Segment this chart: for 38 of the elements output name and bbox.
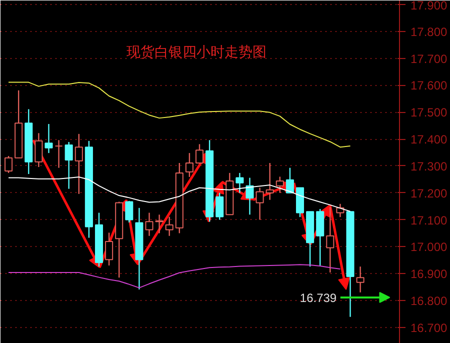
y-tick-label: 17.700 (410, 52, 448, 66)
y-tick-label: 17.600 (410, 78, 448, 93)
candlestick (336, 203, 344, 218)
y-tick-label: 16.900 (410, 267, 448, 282)
y-tick-label: 17.400 (410, 132, 448, 147)
y-tick-label: 17.800 (410, 24, 448, 39)
candlestick (165, 216, 174, 236)
text: 现货白银四小时走势图 (126, 44, 266, 60)
candlestick (266, 162, 274, 200)
candlestick (34, 132, 43, 168)
line-series (8, 82, 351, 148)
y-tick-label: 16.800 (410, 294, 448, 308)
candlestick (105, 232, 114, 266)
candlestick (64, 141, 73, 190)
candlestick (246, 177, 254, 216)
candlestick (74, 133, 83, 195)
candlestick (44, 123, 53, 154)
candlestick (236, 172, 244, 194)
candlestick (326, 206, 334, 274)
y-tick-label: 17.200 (410, 186, 448, 200)
candlestick (276, 176, 284, 194)
candlestick (145, 212, 154, 236)
y-tick-label: 17.300 (410, 159, 448, 174)
candlestick (286, 167, 294, 194)
y-tick-label: 17.000 (410, 240, 448, 254)
candlestick (195, 144, 204, 164)
candlestick (125, 200, 134, 224)
candlestick (185, 152, 194, 178)
y-tick-label: 17.500 (410, 106, 448, 120)
annotation: 16.739 (300, 290, 337, 305)
y-tick-label: 17.900 (410, 0, 448, 12)
y-tick-label: 16.700 (410, 320, 448, 335)
candlestick (4, 155, 13, 174)
candlestick (356, 266, 364, 293)
candlestick (256, 187, 264, 220)
candlestick (54, 140, 63, 168)
line-series (8, 264, 341, 288)
y-tick-label: 17.100 (410, 213, 448, 228)
